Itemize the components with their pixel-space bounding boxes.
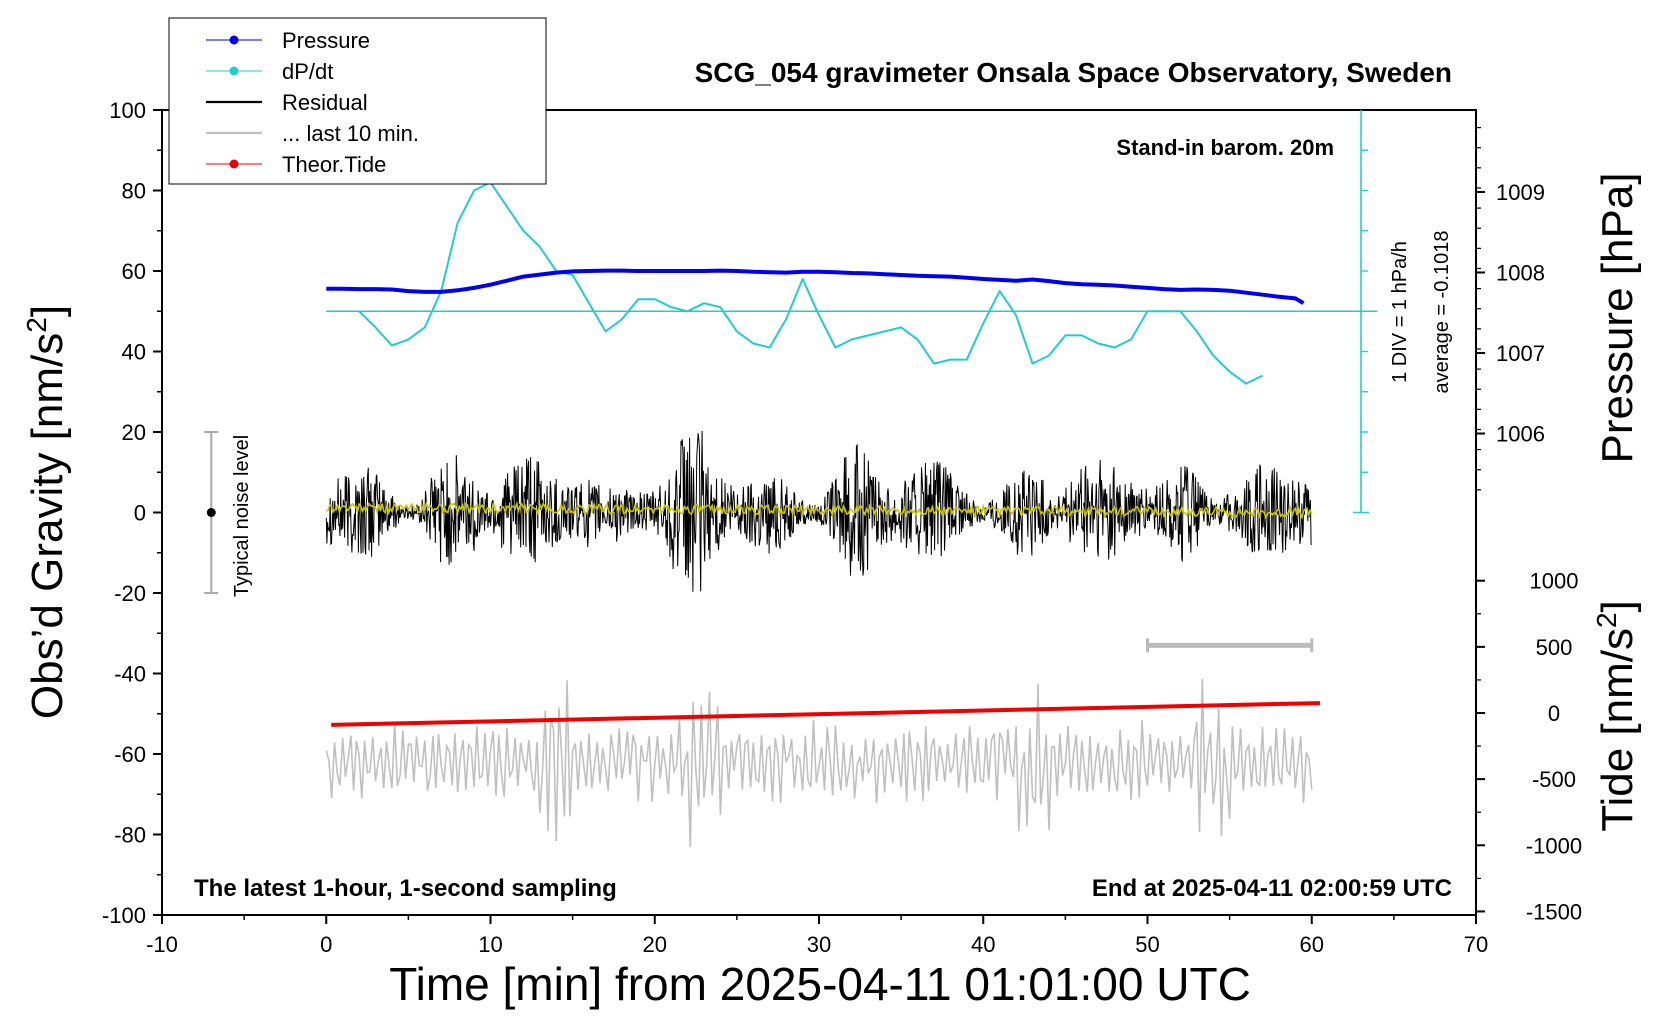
legend-label: Theor.Tide [282, 152, 386, 177]
pressure-tick-label: 1006 [1496, 422, 1545, 447]
pressure-axis-ticks: 1006 1007 1008 1009 [1476, 126, 1545, 491]
legend: Pressure dP/dt Residual ... last 10 min. The… [168, 17, 547, 185]
legend-swatch-dot [229, 35, 239, 45]
bottom-right-note: End at 2025-04-11 02:00:59 UTC [1092, 875, 1452, 902]
x-tick-label: 20 [643, 932, 667, 957]
y-tick-label: -80 [114, 823, 146, 848]
chart-title: SCG_054 gravimeter Onsala Space Observat… [695, 57, 1452, 88]
y-tick-label: -20 [114, 581, 146, 606]
residual-line [325, 430, 1313, 592]
x-tick-label: 60 [1300, 932, 1324, 957]
y-tick-label: 100 [109, 98, 146, 123]
tide-tick-label: -1000 [1526, 833, 1582, 858]
average-note: average = -0.1018 [1431, 231, 1453, 394]
legend-label: Residual [282, 90, 368, 115]
y-tick-label: 40 [122, 340, 146, 365]
tide-axis-ticks: 1000 500 0 -500 -1000 -1500 [1476, 569, 1582, 924]
y-tick-label: 60 [122, 259, 146, 284]
tide-tick-label: -1500 [1526, 899, 1582, 924]
y-tick-label: 80 [122, 179, 146, 204]
tide-tick-label: -500 [1532, 767, 1576, 792]
pressure-axis-label: Pressure [hPa] [1593, 172, 1642, 463]
x-tick-label: 50 [1135, 932, 1159, 957]
legend-swatch-dot [229, 66, 239, 76]
y-axis-label: Obs’d Gravity [nm/s2] [21, 305, 72, 719]
legend-label: ... last 10 min. [282, 121, 419, 146]
barometer-note: Stand-in barom. 20m [1116, 135, 1334, 160]
x-tick-label: 0 [320, 932, 332, 957]
tide-tick-label: 500 [1536, 635, 1573, 660]
y-tick-label: -40 [114, 662, 146, 687]
x-tick-label: 70 [1464, 932, 1488, 957]
pressure-tick-label: 1007 [1496, 341, 1545, 366]
y-tick-label: -60 [114, 742, 146, 767]
pressure-tick-label: 1009 [1496, 180, 1545, 205]
legend-label: Pressure [282, 28, 370, 53]
tide-tick-label: 1000 [1530, 569, 1579, 594]
tide-tick-label: 0 [1548, 701, 1560, 726]
div-note: 1 DIV = 1 hPa/h [1389, 241, 1411, 383]
residual-mean-line [326, 500, 1313, 520]
y-tick-label: 20 [122, 420, 146, 445]
dpdt-line [358, 181, 1263, 385]
pressure-tick-label: 1008 [1496, 261, 1545, 286]
x-tick-label: 40 [971, 932, 995, 957]
noise-bar-dot [206, 508, 216, 517]
y-tick-label: 0 [134, 501, 146, 526]
tide-line [331, 701, 1321, 727]
legend-label: dP/dt [282, 59, 333, 84]
y-tick-label: -100 [102, 903, 146, 928]
x-axis-label: Time [min] from 2025-04-11 01:01:00 UTC [389, 958, 1251, 1010]
pressure-line [326, 268, 1305, 305]
noise-note: Typical noise level [231, 435, 253, 597]
bottom-left-note: The latest 1-hour, 1-second sampling [194, 875, 617, 902]
x-tick-label: 10 [478, 932, 502, 957]
x-tick-label: -10 [146, 932, 178, 957]
last10-line [325, 678, 1313, 848]
tide-axis-label: Tide [nm/s2] [1591, 600, 1642, 832]
legend-swatch-dot [229, 159, 239, 169]
series-layer [204, 110, 1378, 848]
x-tick-label: 30 [807, 932, 831, 957]
x-axis-ticks: -10 0 10 20 30 40 50 60 70 [146, 915, 1488, 957]
y-axis-ticks: -100 -80 -60 -40 -20 0 20 40 60 80 100 [102, 98, 162, 928]
